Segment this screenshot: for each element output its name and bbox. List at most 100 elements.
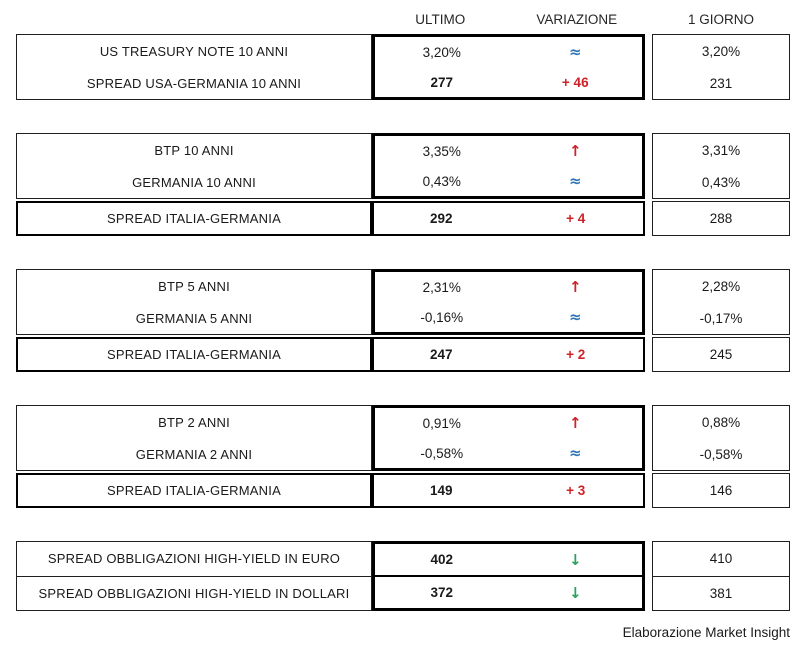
ultimo-variazione-box: 402 ↓ 372 ↓ <box>372 541 645 611</box>
label-column: US TREASURY NOTE 10 ANNI SPREAD USA-GERM… <box>16 34 372 100</box>
label-column: SPREAD OBBLIGAZIONI HIGH-YIELD IN EURO S… <box>16 541 372 611</box>
ultimo-value: 3,20% <box>422 44 461 60</box>
down-arrow-icon: ↓ <box>568 583 582 602</box>
giorno-value: -0,17% <box>699 310 743 326</box>
spread-giorno-value: 146 <box>652 473 790 508</box>
approx-icon: ≈ <box>568 43 582 61</box>
giorno-value: 410 <box>709 551 733 567</box>
spread-label: SPREAD ITALIA-GERMANIA <box>16 337 372 372</box>
attribution-text: Elaborazione Market Insight <box>622 625 790 640</box>
giorno-value: 0,43% <box>701 174 741 190</box>
ultimo-value: 2,31% <box>422 279 461 295</box>
column-gap <box>645 269 652 335</box>
table-row: 0,91% ↑ <box>375 408 642 438</box>
ultimo-value: -0,58% <box>420 445 464 461</box>
spread-values-box: 292 + 4 <box>372 201 645 236</box>
ultimo-value: -0,16% <box>420 309 464 325</box>
spread-values-box: 149 + 3 <box>372 473 645 508</box>
table-high-yield: SPREAD OBBLIGAZIONI HIGH-YIELD IN EURO S… <box>16 541 805 611</box>
row-label: GERMANIA 5 ANNI <box>135 310 253 326</box>
variation-value: + 46 <box>561 74 589 90</box>
spread-row: SPREAD ITALIA-GERMANIA 247 + 2 245 <box>16 337 790 372</box>
table-row: 3,35% ↑ <box>375 136 642 166</box>
table-row: -0,16% ≈ <box>375 302 642 332</box>
spread-row: SPREAD ITALIA-GERMANIA 149 + 3 146 <box>16 473 790 508</box>
approx-icon: ≈ <box>568 172 582 190</box>
giorno-column: 2,28% -0,17% <box>652 269 790 335</box>
giorno-value: 3,31% <box>701 142 741 158</box>
table-body: SPREAD OBBLIGAZIONI HIGH-YIELD IN EURO S… <box>16 541 790 611</box>
row-label: BTP 10 ANNI <box>154 142 234 158</box>
up-arrow-icon: ↑ <box>568 278 582 296</box>
column-header-row: ULTIMO VARIAZIONE 1 GIORNO <box>16 6 790 32</box>
column-gap <box>645 133 652 199</box>
ultimo-value: 0,43% <box>422 173 461 189</box>
spread-row: SPREAD ITALIA-GERMANIA 292 + 4 288 <box>16 201 790 236</box>
row-label: SPREAD OBBLIGAZIONI HIGH-YIELD IN DOLLAR… <box>17 575 371 611</box>
table-row: 3,20% ≈ <box>375 37 642 67</box>
table-row: -0,58% ≈ <box>375 438 642 468</box>
ultimo-value: 402 <box>430 552 454 567</box>
giorno-column: 0,88% -0,58% <box>652 405 790 471</box>
spread-ultimo-value: 247 <box>429 347 453 362</box>
up-arrow-icon: ↑ <box>568 414 582 432</box>
label-column: BTP 5 ANNI GERMANIA 5 ANNI <box>16 269 372 335</box>
approx-icon: ≈ <box>568 444 582 462</box>
table-row: 277 + 46 <box>375 67 642 97</box>
ultimo-value: 3,35% <box>422 143 461 159</box>
column-gap <box>645 337 652 372</box>
spread-variation-value: + 3 <box>566 483 586 498</box>
down-arrow-icon: ↓ <box>568 550 582 569</box>
ultimo-value: 372 <box>430 585 454 600</box>
ultimo-variazione-box: 3,20% ≈ 277 + 46 <box>372 34 645 100</box>
column-gap <box>645 201 652 236</box>
ultimo-variazione-box: 2,31% ↑ -0,16% ≈ <box>372 269 645 335</box>
column-header-giorno: 1 GIORNO <box>687 11 754 27</box>
row-label: GERMANIA 10 ANNI <box>132 174 256 190</box>
table-us-treasury-10y: US TREASURY NOTE 10 ANNI SPREAD USA-GERM… <box>16 34 805 100</box>
spread-giorno-value: 245 <box>652 337 790 372</box>
row-label: BTP 5 ANNI <box>158 278 230 294</box>
label-column: BTP 10 ANNI GERMANIA 10 ANNI <box>16 133 372 199</box>
table-body: US TREASURY NOTE 10 ANNI SPREAD USA-GERM… <box>16 34 790 100</box>
table-body: BTP 2 ANNI GERMANIA 2 ANNI 0,91% ↑ -0,58… <box>16 405 790 471</box>
column-gap <box>645 405 652 471</box>
spread-variation-value: + 2 <box>566 347 586 362</box>
row-label: US TREASURY NOTE 10 ANNI <box>99 43 289 59</box>
ultimo-variazione-box: 0,91% ↑ -0,58% ≈ <box>372 405 645 471</box>
table-body: BTP 5 ANNI GERMANIA 5 ANNI 2,31% ↑ -0,16… <box>16 269 790 335</box>
table-body: BTP 10 ANNI GERMANIA 10 ANNI 3,35% ↑ 0,4… <box>16 133 790 199</box>
table-row: 2,31% ↑ <box>375 272 642 302</box>
table-2-anni: BTP 2 ANNI GERMANIA 2 ANNI 0,91% ↑ -0,58… <box>16 405 805 508</box>
column-gap <box>645 541 652 611</box>
spread-giorno-value: 288 <box>652 201 790 236</box>
spread-values-box: 247 + 2 <box>372 337 645 372</box>
spread-label: SPREAD ITALIA-GERMANIA <box>16 473 372 508</box>
table-row: 402 ↓ <box>375 544 642 575</box>
giorno-value: 3,20% <box>701 43 741 59</box>
column-header-ultimo: ULTIMO <box>415 11 466 27</box>
label-column: BTP 2 ANNI GERMANIA 2 ANNI <box>16 405 372 471</box>
column-gap <box>645 473 652 508</box>
table-row: 0,43% ≈ <box>375 166 642 196</box>
row-label: BTP 2 ANNI <box>158 414 230 430</box>
column-gap <box>645 34 652 100</box>
ultimo-variazione-box: 3,35% ↑ 0,43% ≈ <box>372 133 645 199</box>
row-label: SPREAD USA-GERMANIA 10 ANNI <box>86 75 302 91</box>
approx-icon: ≈ <box>568 308 582 326</box>
giorno-column: 410 381 <box>652 541 790 611</box>
ultimo-value: 277 <box>430 74 454 90</box>
row-label: SPREAD OBBLIGAZIONI HIGH-YIELD IN EURO <box>47 551 341 567</box>
giorno-value: 2,28% <box>701 278 741 294</box>
giorno-column: 3,20% 231 <box>652 34 790 100</box>
giorno-value: 231 <box>709 75 733 91</box>
spread-ultimo-value: 149 <box>429 483 453 498</box>
column-header-variazione: VARIAZIONE <box>536 11 618 27</box>
up-arrow-icon: ↑ <box>568 142 582 160</box>
ultimo-value: 0,91% <box>422 415 461 431</box>
table-5-anni: BTP 5 ANNI GERMANIA 5 ANNI 2,31% ↑ -0,16… <box>16 269 805 372</box>
giorno-column: 3,31% 0,43% <box>652 133 790 199</box>
giorno-value: 381 <box>653 575 789 611</box>
giorno-value: -0,58% <box>699 446 743 462</box>
